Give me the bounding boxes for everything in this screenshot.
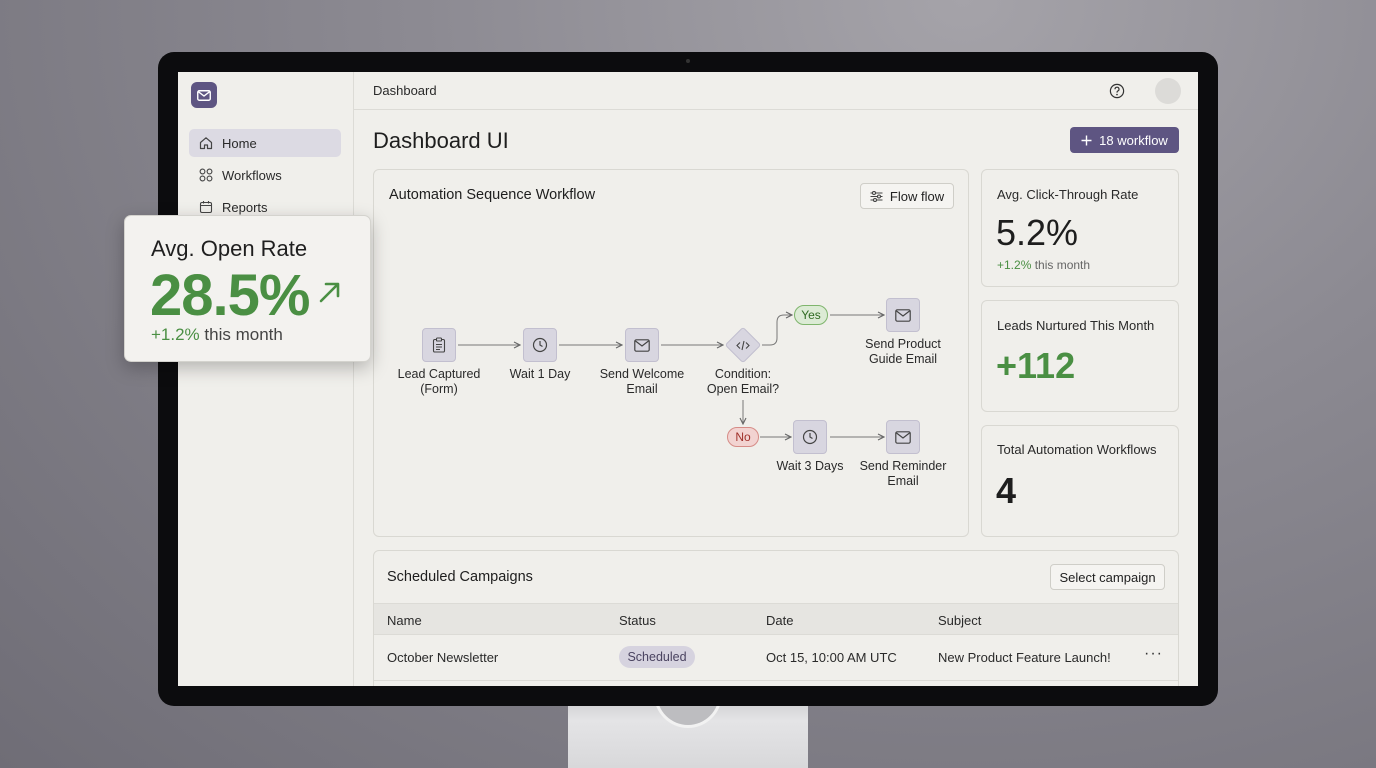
sidebar-item-reports[interactable]: Reports	[189, 193, 341, 221]
ctr-label: Avg. Click-Through Rate	[997, 187, 1139, 202]
send-guide-node[interactable]	[886, 298, 920, 332]
breadcrumb: Dashboard	[373, 83, 437, 98]
clock-icon	[532, 337, 548, 353]
leads-label: Leads Nurtured This Month	[997, 318, 1155, 333]
sidebar-item-home[interactable]: Home	[189, 129, 341, 157]
open-rate-change-amount: +1.2%	[151, 325, 200, 344]
app-screen: Home Workflows Reports Dashboard Dashboa…	[178, 72, 1198, 686]
campaign-date: Oct 15, 10:00 AM UTC	[766, 650, 897, 665]
wait-1-day-label: Wait 1 Day	[509, 367, 571, 381]
page-title: Dashboard UI	[373, 128, 509, 153]
clipboard-icon	[432, 337, 446, 353]
ctr-stat-card: Avg. Click-Through Rate 5.2% +1.2% this …	[981, 169, 1179, 287]
workflow-title: Automation Sequence Workflow	[389, 187, 596, 203]
wait-1-day-node[interactable]	[523, 328, 557, 362]
no-branch-label: No	[727, 427, 759, 447]
send-guide-label: Send Product Guide Email	[865, 337, 941, 366]
campaign-name: October Newsletter	[387, 650, 499, 665]
more-options-icon[interactable]: ···	[1144, 645, 1163, 662]
topbar: Dashboard	[354, 72, 1198, 110]
ctr-change-amount: +1.2%	[997, 258, 1032, 272]
send-reminder-label: Send Reminder Email	[859, 459, 947, 488]
plus-icon	[1081, 135, 1092, 145]
workflow-card: Automation Sequence Workflow Flow flow L…	[373, 169, 969, 537]
mail-icon	[895, 308, 911, 322]
lead-captured-label: Lead Captured (Form)	[397, 367, 481, 396]
open-rate-value: 28.5%	[150, 263, 310, 328]
flow-connectors	[458, 170, 970, 538]
send-welcome-node[interactable]	[625, 328, 659, 362]
send-reminder-node[interactable]	[886, 420, 920, 454]
select-campaign-button[interactable]: Select campaign	[1050, 564, 1165, 590]
sliders-icon	[870, 190, 883, 202]
wait-3-days-node[interactable]	[793, 420, 827, 454]
send-welcome-label: Send Welcome Email	[599, 367, 685, 396]
total-workflows-value: 4	[996, 470, 1017, 511]
open-rate-change: +1.2% this month	[151, 325, 283, 345]
trend-up-arrow-icon	[319, 282, 340, 303]
grid-icon	[199, 168, 213, 182]
ctr-change: +1.2% this month	[997, 258, 1090, 272]
ctr-change-suffix: this month	[1031, 258, 1091, 272]
condition-label: Condition: Open Email?	[706, 367, 780, 396]
sidebar-item-label: Reports	[222, 199, 268, 215]
column-header-subject[interactable]: Subject	[938, 613, 982, 628]
table-header: Name Status Date Subject	[374, 603, 1178, 635]
avatar[interactable]	[1155, 78, 1181, 104]
help-icon[interactable]	[1109, 83, 1125, 99]
campaign-subject: New Product Feature Launch!	[938, 650, 1111, 665]
flow-filter-label: Flow flow	[889, 188, 945, 204]
add-workflow-label: 18 workflow	[1099, 132, 1168, 148]
ctr-value: 5.2%	[996, 212, 1079, 253]
open-rate-label: Avg. Open Rate	[151, 236, 308, 261]
campaigns-title: Scheduled Campaigns	[387, 569, 533, 585]
total-workflows-stat-card: Total Automation Workflows 4	[981, 425, 1179, 537]
clock-icon	[802, 429, 818, 445]
mail-icon	[895, 430, 911, 444]
leads-stat-card: Leads Nurtured This Month +112	[981, 300, 1179, 412]
calendar-icon	[199, 201, 213, 214]
sidebar: Home Workflows Reports	[178, 72, 354, 686]
home-icon	[199, 137, 213, 150]
add-workflow-button[interactable]: 18 workflow	[1070, 127, 1179, 153]
sidebar-item-workflows[interactable]: Workflows	[189, 161, 341, 189]
yes-branch-label: Yes	[794, 305, 828, 325]
open-rate-change-suffix: this month	[199, 325, 283, 344]
open-rate-callout-card: Avg. Open Rate 28.5% +1.2% this month	[124, 215, 371, 362]
leads-value: +112	[996, 345, 1076, 386]
app-logo-mail-icon[interactable]	[191, 82, 217, 108]
column-header-date[interactable]: Date	[766, 613, 794, 628]
code-icon	[725, 327, 761, 363]
table-row[interactable]: October Newsletter Scheduled Oct 15, 10:…	[374, 635, 1178, 681]
column-header-status[interactable]: Status	[619, 613, 656, 628]
scheduled-campaigns-card: Scheduled Campaigns Select campaign Name…	[373, 550, 1179, 686]
column-header-name[interactable]: Name	[387, 613, 422, 628]
sidebar-item-label: Workflows	[222, 167, 282, 183]
total-workflows-label: Total Automation Workflows	[997, 442, 1157, 457]
status-badge: Scheduled	[619, 646, 695, 668]
camera-icon	[686, 59, 690, 63]
wait-3-days-label: Wait 3 Days	[776, 459, 844, 473]
sidebar-item-label: Home	[222, 135, 257, 151]
mail-icon	[634, 338, 650, 352]
flow-filter-button[interactable]: Flow flow	[860, 183, 954, 209]
lead-captured-node[interactable]	[422, 328, 456, 362]
